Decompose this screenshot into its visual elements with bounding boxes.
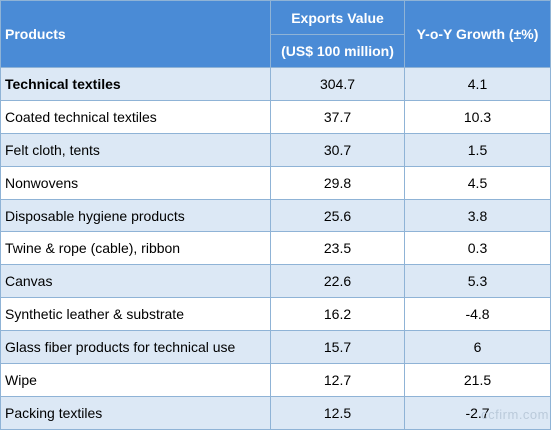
growth-cell: 10.3 xyxy=(404,99,551,134)
product-cell: Synthetic leather & substrate xyxy=(0,297,271,332)
growth-cell: -2.7 xyxy=(404,395,551,430)
table-row: Synthetic leather & substrate 16.2 -4.8 xyxy=(0,297,551,332)
value-cell: 23.5 xyxy=(270,231,405,266)
product-cell: Glass fiber products for technical use xyxy=(0,330,271,365)
value-cell: 16.2 xyxy=(270,297,405,332)
product-cell: Nonwovens xyxy=(0,165,271,200)
value-cell: 30.7 xyxy=(270,132,405,167)
growth-cell: 4.1 xyxy=(404,67,551,101)
value-cell: 15.7 xyxy=(270,330,405,365)
growth-cell: 21.5 xyxy=(404,363,551,397)
product-cell: Wipe xyxy=(0,363,271,397)
product-cell: Technical textiles xyxy=(0,67,271,101)
value-cell: 37.7 xyxy=(270,99,405,134)
products-column-header: Products xyxy=(0,0,271,68)
table-row: Wipe 12.7 21.5 xyxy=(0,363,551,397)
value-cell: 29.8 xyxy=(270,165,405,200)
table-row: Nonwovens 29.8 4.5 xyxy=(0,165,551,200)
table-body: Technical textiles 304.7 4.1 Coated tech… xyxy=(0,67,551,430)
table-row: Felt cloth, tents 30.7 1.5 xyxy=(0,132,551,167)
watermark: ccfirm.com xyxy=(481,407,549,422)
growth-cell: 0.3 xyxy=(404,231,551,266)
table-row: Packing textiles 12.5 -2.7 xyxy=(0,395,551,430)
yoy-growth-column-header: Y-o-Y Growth (±%) xyxy=(404,0,551,68)
exports-unit-header: (US$ 100 million) xyxy=(270,34,405,68)
table-row: Technical textiles 304.7 4.1 xyxy=(0,67,551,101)
table-row: Twine & rope (cable), ribbon 23.5 0.3 xyxy=(0,231,551,266)
table-header: Products Exports Value Y-o-Y Growth (±%)… xyxy=(0,0,551,68)
product-cell: Coated technical textiles xyxy=(0,99,271,134)
value-cell: 304.7 xyxy=(270,67,405,101)
table-row: Glass fiber products for technical use 1… xyxy=(0,330,551,365)
growth-cell: 6 xyxy=(404,330,551,365)
table-row: Disposable hygiene products 25.6 3.8 xyxy=(0,198,551,233)
product-cell: Packing textiles xyxy=(0,395,271,430)
growth-cell: 5.3 xyxy=(404,264,551,299)
value-cell: 12.7 xyxy=(270,363,405,397)
growth-cell: 1.5 xyxy=(404,132,551,167)
product-cell: Twine & rope (cable), ribbon xyxy=(0,231,271,266)
product-cell: Canvas xyxy=(0,264,271,299)
growth-cell: 4.5 xyxy=(404,165,551,200)
value-cell: 12.5 xyxy=(270,395,405,430)
growth-cell: 3.8 xyxy=(404,198,551,233)
exports-value-column-header: Exports Value xyxy=(270,0,405,35)
growth-cell: -4.8 xyxy=(404,297,551,332)
product-cell: Felt cloth, tents xyxy=(0,132,271,167)
table-row: Coated technical textiles 37.7 10.3 xyxy=(0,99,551,134)
value-cell: 25.6 xyxy=(270,198,405,233)
table-row: Canvas 22.6 5.3 xyxy=(0,264,551,299)
value-cell: 22.6 xyxy=(270,264,405,299)
product-cell: Disposable hygiene products xyxy=(0,198,271,233)
